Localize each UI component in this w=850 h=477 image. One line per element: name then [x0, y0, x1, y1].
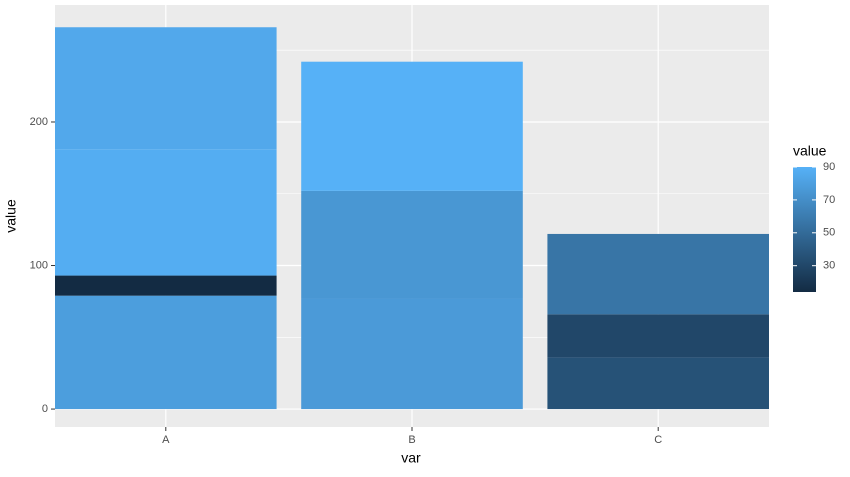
x-tick-label: A	[162, 434, 170, 446]
y-axis-title: value	[3, 199, 19, 233]
marks	[55, 27, 769, 410]
bar-segment	[55, 27, 277, 150]
legend-label: 90	[823, 161, 835, 173]
bar-segment	[55, 149, 277, 276]
x-axis-title: var	[401, 450, 421, 466]
legend-title: value	[793, 143, 827, 159]
bar-segment	[55, 295, 277, 410]
bar-segment	[55, 275, 277, 296]
y-tick-label: 200	[30, 116, 48, 128]
legend-label: 50	[823, 227, 835, 239]
y-tick-label: 100	[30, 259, 48, 271]
colorbar	[793, 167, 816, 292]
bar-segment	[547, 357, 769, 410]
bar-segment	[301, 298, 523, 410]
bar-segment	[301, 61, 523, 191]
legend-label: 30	[823, 260, 835, 272]
bar-segment	[547, 233, 769, 315]
x-tick-label: C	[654, 434, 662, 446]
legend-label: 70	[823, 194, 835, 206]
bar-segment	[301, 190, 523, 299]
y-tick-label: 0	[42, 403, 48, 415]
x-tick-label: B	[408, 434, 415, 446]
bar-segment	[547, 314, 769, 358]
